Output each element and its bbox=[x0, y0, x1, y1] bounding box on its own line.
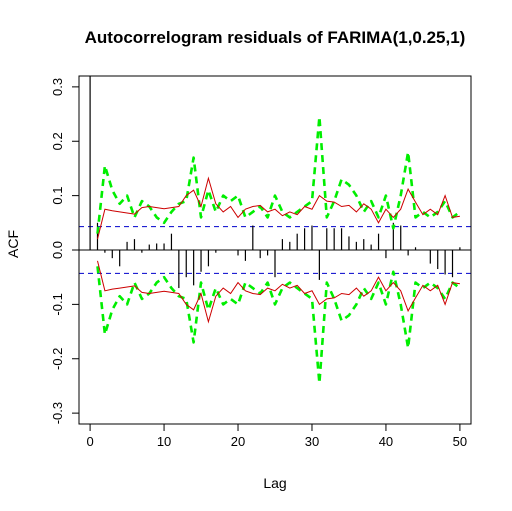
axes: 0 10 20 30 40 50 -0.3 -0.2 -0.1 0.0 0.1 0.2 0.3 bbox=[50, 78, 467, 449]
y-tick-label-1: -0.2 bbox=[50, 348, 65, 370]
red-lower-curve bbox=[97, 260, 460, 324]
x-axis-label: Lag bbox=[263, 475, 286, 491]
x-tick-label-40: 40 bbox=[379, 434, 393, 449]
y-tick-label-2: -0.1 bbox=[50, 293, 65, 315]
x-tick-label-30: 30 bbox=[305, 434, 319, 449]
x-tick-label-20: 20 bbox=[231, 434, 245, 449]
red-upper-curve bbox=[97, 176, 460, 240]
residual-curves bbox=[96, 115, 461, 385]
y-tick-label-6: 0.3 bbox=[50, 78, 65, 96]
x-tick-label-50: 50 bbox=[453, 434, 467, 449]
y-axis-label: ACF bbox=[5, 230, 21, 258]
y-tick-label-0: -0.3 bbox=[50, 402, 65, 424]
plot-box bbox=[78, 75, 472, 425]
x-tick-label-0: 0 bbox=[86, 434, 93, 449]
x-tick-label-10: 10 bbox=[157, 434, 171, 449]
y-tick-label-5: 0.2 bbox=[50, 132, 65, 150]
y-tick-label-3: 0.0 bbox=[50, 241, 65, 259]
green-lower-curve bbox=[96, 266, 461, 385]
chart-title: Autocorrelogram residuals of FARIMA(1,0.… bbox=[85, 28, 466, 47]
acf-bars bbox=[89, 76, 461, 289]
y-tick-label-4: 0.1 bbox=[50, 187, 65, 205]
green-upper-curve bbox=[96, 115, 461, 234]
